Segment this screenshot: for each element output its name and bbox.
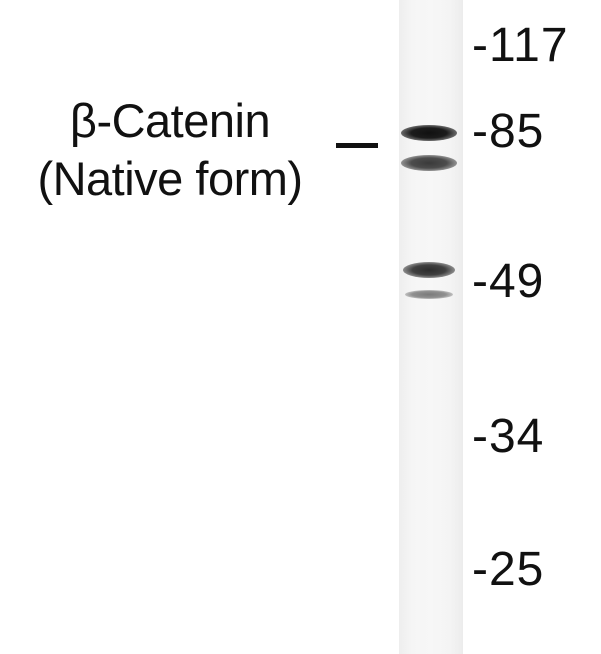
marker-117: -117	[472, 19, 569, 72]
protein-name: β-Catenin	[69, 94, 271, 147]
marker-25: -25	[472, 543, 545, 596]
band-85	[401, 125, 457, 141]
protein-form: (Native form)	[37, 152, 303, 205]
band-50	[403, 262, 455, 278]
band-80	[401, 155, 457, 171]
marker-85: -85	[472, 105, 545, 158]
band-46	[405, 290, 453, 299]
blot-lane	[399, 0, 463, 654]
protein-label: β-Catenin (Native form)	[0, 92, 340, 208]
target-band-indicator	[336, 143, 378, 148]
marker-34: -34	[472, 410, 545, 463]
marker-49: -49	[472, 255, 545, 308]
